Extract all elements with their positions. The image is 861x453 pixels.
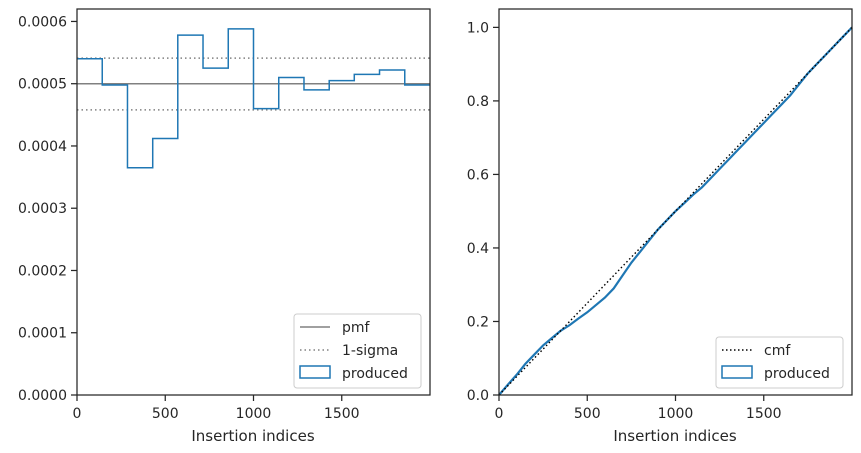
legend-produced-label: produced [342,366,408,382]
x-tick-label: 500 [574,406,601,422]
legend-produced-swatch [299,365,331,379]
right-legend-box [715,336,844,389]
left-legend: pmf 1-sigma produced [293,313,422,389]
left-x-ticks: 0 500 1000 1500 [73,395,360,422]
y-tick-label: 0.0005 [18,77,67,93]
left-legend-box [293,313,422,389]
y-tick-label: 0.6 [467,167,489,183]
legend-1-sigma-label: 1-sigma [342,343,398,359]
y-tick-label: 0.4 [467,241,489,257]
produced-step-series [77,28,430,169]
x-tick-label: 0 [73,406,82,422]
legend-cmf-label: cmf [764,343,791,359]
right-series [498,26,853,396]
y-tick-label: 0.8 [467,94,489,110]
y-tick-label: 1.0 [467,20,489,36]
y-tick-label: 0.0002 [18,263,67,279]
y-tick-label: 0.0000 [18,388,67,404]
right-chart: 0 500 1000 1500 0.0 0.2 0.4 0.6 0.8 1.0 Insertio… [467,8,853,445]
x-tick-label: 0 [495,406,504,422]
y-tick-label: 0.0006 [18,14,67,30]
right-plot-area [499,9,852,395]
y-tick-label: 0.0003 [18,201,67,217]
left-series [77,28,430,169]
x-tick-label: 500 [152,406,179,422]
left-x-axis-label: Insertion indices [191,427,314,445]
y-tick-label: 0.0001 [18,326,67,342]
legend-produced-label-right: produced [764,366,830,382]
x-tick-label: 1000 [236,406,272,422]
right-y-ticks: 0.0 0.2 0.4 0.6 0.8 1.0 [467,20,499,404]
right-x-axis-label: Insertion indices [613,427,736,445]
right-x-ticks: 0 500 1000 1500 [495,395,782,422]
x-tick-label: 1000 [658,406,694,422]
x-tick-label: 1500 [324,406,360,422]
left-chart: 0 500 1000 1500 0.00000.00010.00020.00030.0… [18,8,431,445]
legend-pmf-label: pmf [342,320,371,336]
left-y-ticks: 0.0000 0.0001 0.0002 0.0003 0.0004 0.0005 0.00… [18,14,77,404]
cmf-line [498,26,853,396]
y-tick-label: 0.2 [467,314,489,330]
y-tick-label: 0.0004 [18,139,67,155]
legend-produced-swatch-right [721,365,753,379]
y-tick-label: 0.0 [467,388,489,404]
x-tick-label: 1500 [746,406,782,422]
right-legend: cmf produced [715,336,844,389]
